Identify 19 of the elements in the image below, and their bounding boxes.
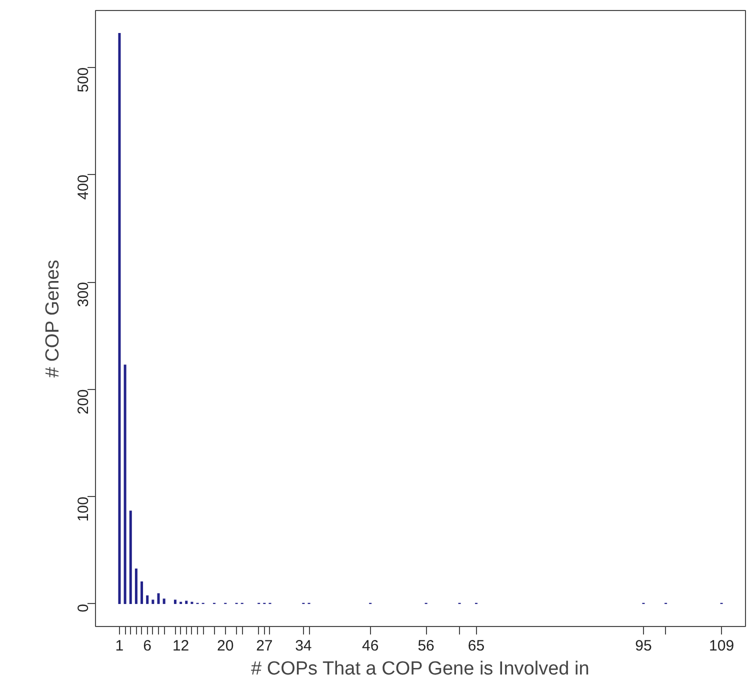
x-tick-label: 46	[362, 638, 379, 654]
y-tick-label: 400	[75, 174, 92, 200]
y-tick-label: 500	[75, 67, 92, 92]
x-axis-title: # COPs That a COP Gene is Involved in	[251, 658, 590, 680]
x-tick-label: 34	[295, 638, 312, 654]
x-tick-label: 109	[709, 638, 734, 654]
x-tick-label: 95	[635, 638, 652, 654]
y-tick-label: 100	[75, 496, 92, 522]
y-tick-label: 0	[75, 604, 92, 612]
y-axis-title: # COP Genes	[42, 260, 64, 378]
y-tick-label: 300	[75, 282, 92, 308]
x-tick-label: 56	[418, 638, 434, 654]
x-tick-label: 1	[115, 638, 124, 654]
x-tick-label: 65	[468, 638, 485, 654]
x-tick-label: 20	[217, 638, 234, 654]
y-tick-label: 200	[75, 389, 92, 414]
x-tick-label: 6	[143, 638, 152, 654]
x-tick-label: 27	[256, 638, 273, 654]
x-tick-label: 12	[172, 638, 190, 654]
